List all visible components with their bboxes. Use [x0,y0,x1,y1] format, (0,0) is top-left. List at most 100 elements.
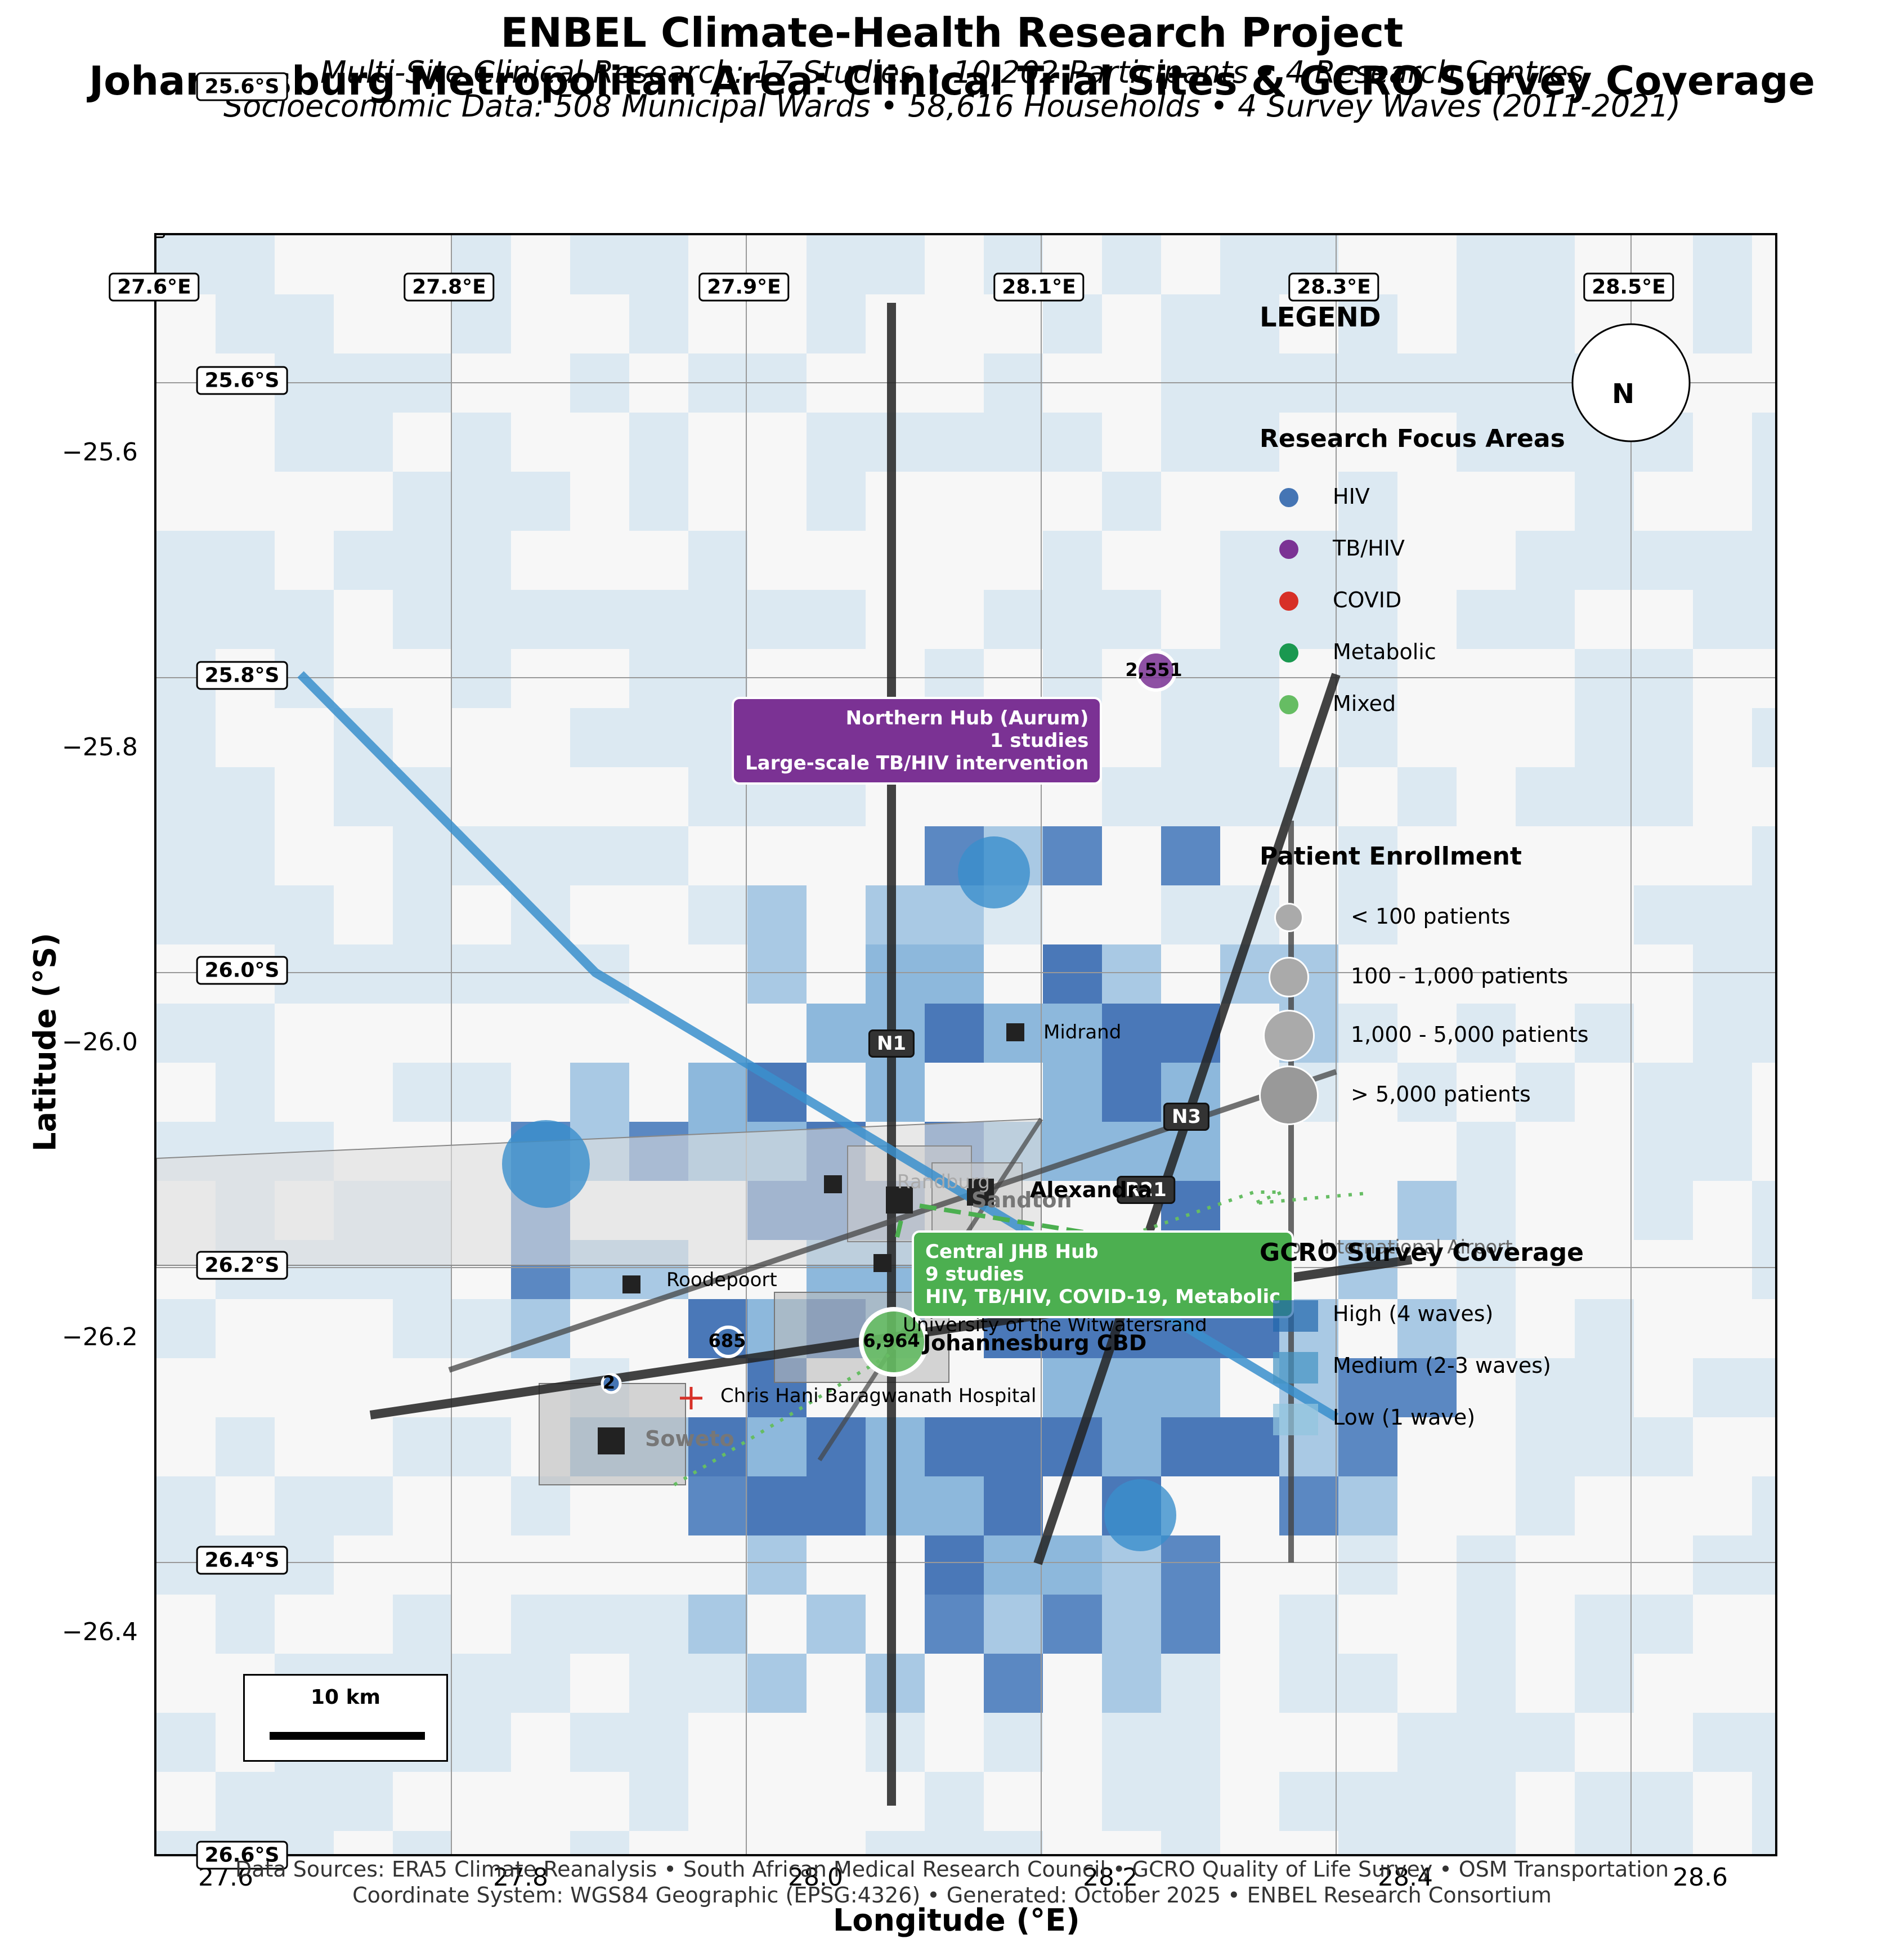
coverage-cell [334,767,393,826]
coverage-cell [1102,590,1161,649]
place-cbd: Johannesburg CBD [923,1331,1147,1355]
legend-hiv-marker [1279,488,1298,507]
coverage-cell [1752,1772,1775,1831]
lat-label: 26.0°S [196,956,288,985]
lat-label: 26.4°S [196,1546,288,1575]
coverage-cell [984,1595,1043,1654]
coverage-cell [1102,1063,1161,1122]
coverage-cell [1338,1654,1397,1713]
marker-roodepoort [622,1275,640,1293]
legend-enroll-marker-2 [1269,957,1309,997]
coverage-cell [1220,1417,1279,1476]
coverage-cell [688,1063,747,1122]
coverage-cell [1397,1299,1457,1358]
coverage-cell [1634,1417,1693,1476]
legend-enroll-3: 1,000 - 5,000 patients [1351,1022,1589,1047]
coverage-cell [1161,294,1220,353]
coverage-cell [1397,767,1457,826]
coverage-cell [629,1772,688,1831]
coverage-cell [216,1063,275,1122]
coverage-cell [1043,1063,1102,1122]
coverage-cell [1102,944,1161,1004]
coverage-cell [1043,413,1102,472]
coverage-cell [1161,1417,1220,1476]
coverage-cell [1397,1181,1457,1240]
coverage-cell [1693,531,1752,590]
map-panel[interactable] [154,233,1777,1856]
coverage-cell [1516,413,1575,472]
coverage-cell [1575,1595,1634,1654]
coverage-cell [925,1595,984,1654]
lat-label: 26.6°S [196,1841,288,1870]
coverage-cell [1102,1772,1161,1831]
coverage-cell [1575,1772,1634,1831]
coverage-cell [511,826,570,885]
coverage-cell [1516,294,1575,353]
coverage-cell [511,944,570,1004]
coverage-cell [1161,1654,1220,1713]
coverage-cell [393,1831,452,1854]
coverage-cell [1161,1595,1220,1654]
coverage-cell [1457,235,1516,294]
coverage-cell [629,294,688,353]
coverage-cell [452,1417,511,1476]
chart-title-line1: ENBEL Climate-Health Research Project [500,9,1404,56]
coverage-cell [452,472,511,531]
coverage-cell [1752,1476,1775,1535]
coverage-cell [1752,826,1775,885]
site-west [712,1326,745,1358]
coverage-cell [1102,1358,1161,1417]
coverage-cell [1575,767,1634,826]
coverage-cell [1457,1654,1516,1713]
coverage-cell [1338,826,1397,885]
road-badge-n1: N1 [868,1029,915,1058]
coverage-cell [452,531,511,590]
coverage-cell [1752,1358,1775,1417]
coverage-cell [511,590,570,649]
legend-mixed: Mixed [1333,691,1396,716]
place-sandton: Sandton [971,1188,1072,1212]
coverage-cell [570,235,629,294]
coverage-cell [688,1476,747,1535]
legend-enroll-marker-1 [1274,903,1303,932]
legend-metabolic-marker [1279,643,1298,662]
coverage-cell [629,235,688,294]
coverage-cell [1634,885,1693,944]
coverage-cell [866,1831,925,1854]
coverage-cell [1634,1122,1693,1181]
coverage-cell [1693,1358,1752,1417]
coverage-cell [1338,294,1397,353]
coverage-cell [1457,1299,1516,1358]
coverage-cell [1397,1713,1457,1772]
scale-bar-line [270,1732,425,1740]
coverage-cell [1161,1535,1220,1595]
coverage-cell [1043,590,1102,649]
legend-gcro-medium-swatch [1273,1352,1318,1384]
coverage-cell [1634,649,1693,708]
coverage-cell [1457,1004,1516,1063]
lat-label: 25.8°S [196,661,288,690]
coverage-cell [747,590,807,649]
coverage-cell [747,1654,807,1713]
enrollment-count-soweto: 2 [602,1372,616,1393]
legend-enroll-marker-4 [1259,1065,1319,1125]
coverage-cell [1634,1063,1693,1122]
coverage-cell [629,472,688,531]
coverage-cell [393,590,452,649]
coverage-cell [1220,708,1279,767]
coverage-cell [1220,235,1279,294]
coverage-cell [688,885,747,944]
chart-subtitle-1: Multi-Site Clinical Research: 17 Studies… [320,55,1584,90]
coverage-cell [629,590,688,649]
place-chris-hani: Chris Hani Baragwanath Hospital [720,1385,1037,1407]
coverage-cell [393,1063,452,1122]
lat-label-top: 25.6°S [196,72,288,101]
coverage-cell [1457,1595,1516,1654]
enrollment-count-aurum: 2,551 [1125,659,1182,680]
legend-mixed-marker [1279,695,1298,714]
lon-label: 28.5°E [1583,272,1674,302]
x-tick: 28.0 [788,1863,843,1892]
coverage-cell [216,767,275,826]
coverage-cell [1693,1004,1752,1063]
coverage-cell [452,1063,511,1122]
